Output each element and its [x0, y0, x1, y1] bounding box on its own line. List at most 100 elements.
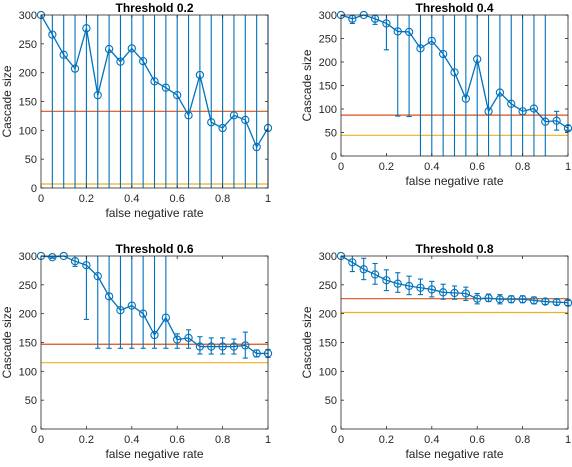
data-point [541, 297, 550, 306]
series-line [40, 14, 269, 149]
data-point [70, 64, 80, 73]
data-point [541, 117, 550, 126]
data-point [150, 330, 159, 340]
x-axis-label: false negative rate [405, 447, 503, 461]
y-tick-label: 300 [319, 251, 337, 263]
x-axis-label: false negative rate [105, 206, 203, 220]
chart-panel-4: 0 0.2 0.4 0.6 0.8 1 0 50 100 150 200 250 300 Threshol… [300, 242, 572, 461]
y-tick-label: 50 [325, 128, 337, 140]
data-point [150, 77, 159, 86]
data-point [116, 306, 125, 315]
y-tick-label: 250 [319, 34, 337, 46]
data-point [518, 107, 527, 116]
data-point [218, 342, 227, 351]
chart-title: Threshold 0.8 [415, 242, 493, 256]
data-point [450, 68, 459, 77]
y-tick-label: 300 [19, 10, 37, 22]
data-point [184, 333, 193, 343]
y-tick-label: 150 [319, 338, 337, 350]
x-tick-label: 0.4 [424, 161, 439, 173]
data-point [495, 295, 505, 304]
y-tick-label: 100 [19, 125, 37, 137]
x-tick-label: 0.2 [379, 161, 394, 173]
data-point [473, 294, 482, 303]
x-tick-label: 0.6 [470, 161, 485, 173]
x-tick-label: 0.8 [515, 161, 530, 173]
data-point [59, 50, 68, 59]
x-axis-label: false negative rate [405, 174, 503, 188]
data-point [427, 285, 436, 294]
data-point [416, 44, 425, 53]
data-point [207, 118, 216, 127]
y-tick-label: 100 [19, 366, 37, 378]
data-point [529, 296, 539, 305]
data-point [529, 104, 539, 113]
data-point [104, 292, 114, 301]
y-tick-label: 0 [31, 183, 37, 195]
data-point [359, 265, 368, 274]
x-tick-label: 1 [565, 161, 571, 173]
x-tick-label: 0.4 [424, 434, 439, 446]
y-tick-label: 300 [19, 251, 37, 263]
x-tick-label: 1 [265, 434, 271, 446]
data-point [82, 261, 91, 270]
data-point [138, 309, 148, 318]
data-point [438, 49, 448, 59]
y-tick-label: 300 [319, 10, 337, 22]
y-tick-label: 0 [31, 424, 37, 436]
x-tick-label: 0.8 [515, 434, 530, 446]
data-point [229, 342, 239, 351]
x-tick-label: 0.4 [124, 193, 139, 205]
x-axis-label: false negative rate [105, 447, 203, 461]
data-point [116, 57, 125, 66]
data-point [218, 123, 227, 133]
chart-title: Threshold 0.6 [115, 242, 193, 256]
x-tick-label: 0.6 [170, 434, 185, 446]
x-tick-label: 0.8 [215, 434, 230, 446]
data-point [82, 24, 91, 33]
y-tick-label: 250 [319, 280, 337, 292]
data-point [461, 94, 470, 103]
data-point [416, 283, 425, 292]
y-tick-label: 150 [319, 81, 337, 93]
y-tick-label: 250 [19, 280, 37, 292]
data-point [382, 19, 391, 28]
data-point [393, 279, 402, 288]
y-tick-label: 250 [19, 39, 37, 51]
data-point [184, 111, 193, 120]
data-point [393, 27, 402, 36]
plot-area [341, 256, 568, 429]
y-tick-label: 0 [331, 424, 337, 436]
data-point [507, 295, 516, 304]
y-tick-label: 200 [319, 57, 337, 69]
data-point [161, 83, 170, 92]
data-point [518, 295, 527, 304]
chart-title: Threshold 0.2 [115, 1, 193, 15]
data-point [93, 272, 102, 281]
data-point [382, 276, 391, 285]
y-tick-label: 0 [331, 151, 337, 163]
y-tick-label: 200 [19, 68, 37, 80]
y-tick-label: 50 [25, 395, 37, 407]
data-point [138, 56, 148, 66]
y-tick-label: 50 [25, 154, 37, 166]
x-tick-label: 0.6 [470, 434, 485, 446]
x-tick-label: 1 [565, 434, 571, 446]
chart-panel-1: 0 0.2 0.4 0.6 0.8 1 0 50 100 150 200 250 300 Threshol… [0, 1, 273, 220]
data-point [195, 342, 205, 351]
x-tick-label: 0 [338, 434, 344, 446]
data-point [348, 258, 357, 267]
data-point [404, 281, 414, 291]
y-tick-label: 200 [19, 309, 37, 321]
data-point [427, 36, 436, 45]
y-tick-label: 50 [325, 395, 337, 407]
data-point [450, 288, 459, 298]
data-point [484, 107, 493, 116]
data-point [552, 297, 561, 307]
y-tick-label: 150 [19, 338, 37, 350]
x-tick-label: 1 [265, 193, 271, 205]
data-point [252, 349, 261, 358]
chart-title: Threshold 0.4 [415, 1, 493, 15]
data-point [241, 115, 250, 125]
